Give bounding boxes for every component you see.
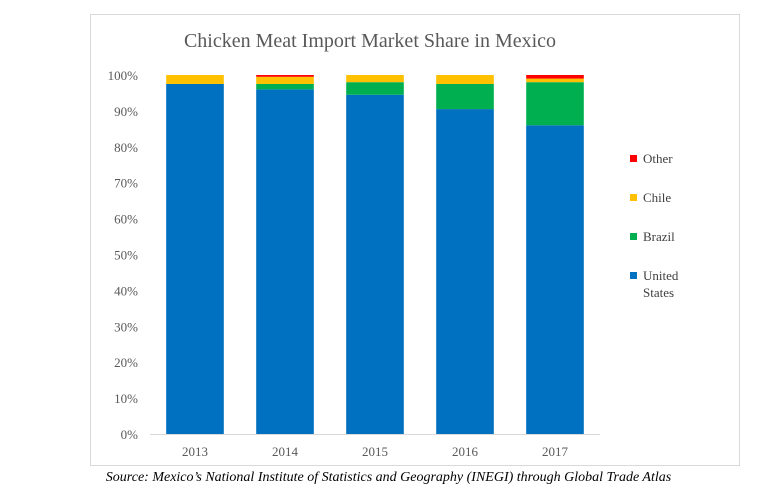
bar-segment-united-states [166, 83, 224, 434]
bar-segment-brazil [436, 83, 494, 110]
x-tick-label: 2016 [452, 444, 479, 459]
bar-segment-united-states [436, 109, 494, 434]
y-tick-label: 60% [114, 212, 138, 227]
source-note: Source: Mexico’s National Institute of S… [105, 470, 672, 485]
y-tick-label: 90% [114, 104, 138, 119]
bar-segment-brazil [526, 82, 584, 126]
legend-label: United States [643, 268, 679, 300]
bar-segment-brazil [256, 83, 314, 90]
bar-segment-chile [526, 78, 584, 83]
y-tick-label: 20% [114, 355, 138, 370]
y-tick-label: 10% [114, 391, 138, 406]
bar-segment-chile [346, 75, 404, 83]
x-tick-label: 2015 [362, 444, 388, 459]
bar-segment-united-states [346, 94, 404, 435]
legend-swatch [630, 155, 637, 162]
y-tick-label: 50% [114, 248, 138, 263]
chart-title: Chicken Meat Import Market Share in Mexi… [183, 30, 557, 52]
x-tick-label: 2014 [272, 444, 299, 459]
legend-label: Chile [643, 190, 672, 205]
y-tick-label: 80% [114, 140, 138, 155]
bar-segment-brazil [346, 82, 404, 95]
bar-segment-chile [436, 75, 494, 84]
y-tick-label: 30% [114, 319, 138, 334]
bar-segment-chile [166, 75, 224, 84]
bar-segment-united-states [526, 125, 584, 434]
bar-segment-other [526, 75, 584, 79]
legend-swatch [630, 272, 637, 279]
x-tick-label: 2013 [182, 444, 208, 459]
y-tick-label: 70% [114, 176, 138, 191]
y-tick-label: 100% [108, 68, 139, 83]
bar-segment-other [256, 75, 314, 77]
legend-swatch [630, 233, 637, 240]
legend-label: Brazil [643, 229, 675, 244]
legend-swatch [630, 194, 637, 201]
x-tick-label: 2017 [542, 444, 569, 459]
bar-segment-united-states [256, 89, 314, 435]
y-tick-label: 0% [121, 427, 139, 442]
legend-label: Other [643, 151, 673, 166]
y-tick-label: 40% [114, 283, 138, 298]
bar-segment-chile [256, 76, 314, 84]
